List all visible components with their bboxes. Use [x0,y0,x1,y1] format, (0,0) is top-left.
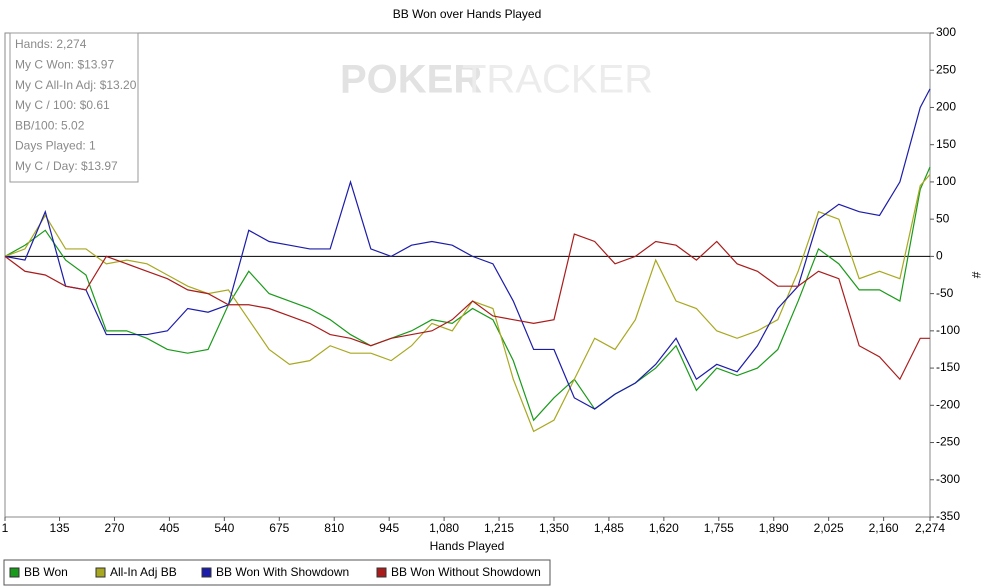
legend-box [3,559,551,586]
y-tick-label: -100 [936,323,960,337]
x-tick-label: 2,160 [869,521,899,535]
stat-line: My C Won: $13.97 [15,57,114,71]
legend-label: BB Won Without Showdown [391,565,541,579]
stat-line: Hands: 2,274 [15,37,87,51]
x-tick-label: 1,350 [539,521,569,535]
plot-frame [4,32,931,518]
legend-swatch [9,567,20,578]
y-tick-label: -250 [936,435,960,449]
series-line [4,88,931,410]
y-tick-label: 200 [936,100,956,114]
series-line [4,166,931,422]
y-tick-label: -350 [936,509,960,523]
y-tick-label: 50 [936,211,950,225]
x-axis-label: Hands Played [430,539,505,553]
x-tick-label: 2,274 [915,521,945,535]
chart-title: BB Won over Hands Played [393,7,542,21]
stats-box [9,32,139,183]
watermark: TRACKER [462,58,653,102]
y-tick-label: 100 [936,174,956,188]
x-tick-label: 1,620 [649,521,679,535]
series-line [4,233,930,381]
x-tick-label: 1,215 [484,521,514,535]
stat-line: My C All-In Adj: $13.20 [15,78,137,92]
x-tick-label: 1,080 [429,521,459,535]
x-tick-label: 945 [379,521,399,535]
stat-line: Days Played: 1 [15,139,96,153]
y-tick-label: -300 [936,472,960,486]
legend-swatch [376,567,387,578]
legend-swatch [201,567,212,578]
x-tick-label: 135 [50,521,70,535]
y-tick-label: -150 [936,360,960,374]
x-tick-label: 675 [269,521,289,535]
y-tick-label: -200 [936,397,960,411]
legend-label: All-In Adj BB [110,565,177,579]
x-tick-label: 810 [324,521,344,535]
stat-line: My C / Day: $13.97 [15,159,118,173]
x-tick-label: 2,025 [814,521,844,535]
stat-line: BB/100: 5.02 [15,118,85,132]
stat-line: My C / 100: $0.61 [15,98,110,112]
series-line [4,174,931,433]
y-tick-label: 250 [936,62,956,76]
legend-label: BB Won [24,565,68,579]
y-tick-label: 300 [936,25,956,39]
x-tick-label: 1,485 [594,521,624,535]
y-tick-label: 150 [936,137,956,151]
legend-swatch [95,567,106,578]
x-tick-label: 540 [214,521,234,535]
y-axis-label: # [969,272,983,279]
x-tick-label: 1 [2,521,9,535]
x-tick-label: 270 [104,521,124,535]
y-tick-label: 0 [936,249,943,263]
x-tick-label: 1,755 [704,521,734,535]
x-tick-label: 1,890 [759,521,789,535]
legend-label: BB Won With Showdown [216,565,349,579]
x-tick-label: 405 [159,521,179,535]
y-tick-label: -50 [936,286,954,300]
watermark: POKER [340,58,482,102]
